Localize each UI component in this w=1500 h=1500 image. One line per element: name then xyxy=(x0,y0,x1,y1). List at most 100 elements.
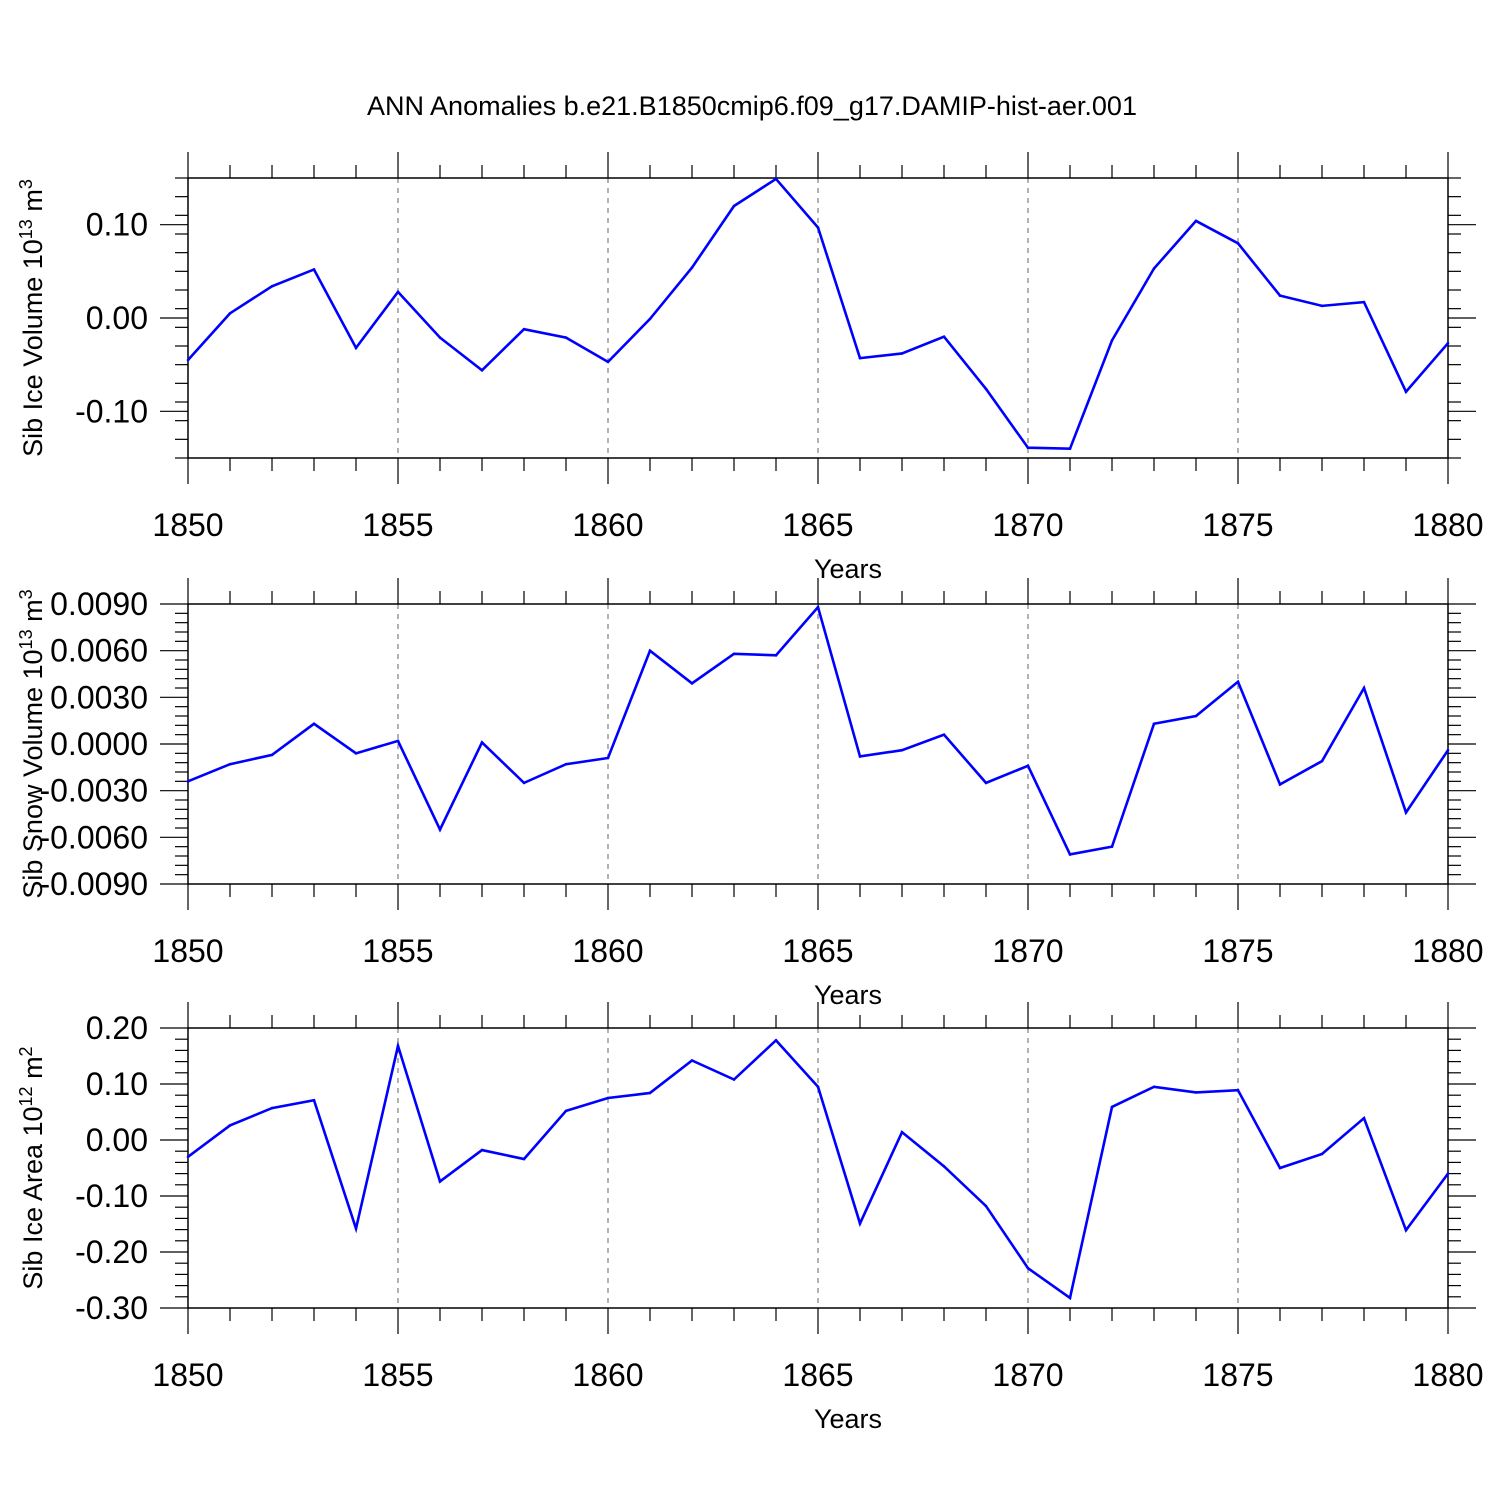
data-point xyxy=(1110,845,1114,848)
data-point xyxy=(396,739,400,743)
x-tick-label: 1850 xyxy=(152,933,223,969)
data-point xyxy=(1152,1085,1156,1089)
data-point xyxy=(774,654,778,657)
data-point xyxy=(438,828,442,831)
data-point xyxy=(816,226,820,229)
x-tick-label: 1865 xyxy=(782,507,853,543)
data-point xyxy=(564,1109,568,1113)
x-tick-label: 1865 xyxy=(782,933,853,969)
data-point xyxy=(732,652,736,656)
data-point xyxy=(270,284,274,288)
data-point xyxy=(774,1039,778,1042)
data-point xyxy=(1152,267,1156,270)
y-tick-label: 0.0030 xyxy=(50,679,148,715)
y-tick-label: 0.20 xyxy=(86,1010,148,1046)
y-tick-label: 0.00 xyxy=(86,1122,148,1158)
panel-2: -0.0090 -0.0060 -0.0030 0.0000 0.0030 0.0060 0… xyxy=(16,578,1484,1010)
x-tick-label: 1870 xyxy=(992,1357,1063,1393)
data-point xyxy=(942,733,946,736)
data-point xyxy=(1236,1088,1240,1092)
data-point xyxy=(1194,1091,1198,1094)
data-point xyxy=(1320,759,1324,763)
x-tick-label: 1855 xyxy=(362,507,433,543)
y-axis-title-unit: m xyxy=(18,1056,48,1086)
data-point xyxy=(690,682,694,685)
data-point xyxy=(1068,1296,1072,1300)
data-point xyxy=(984,781,988,785)
data-point xyxy=(396,1044,400,1048)
y-axis-title: Sib Ice Volume 1013 m3 xyxy=(16,179,48,457)
y-axis-title-exponent: 13 xyxy=(16,219,36,239)
data-point xyxy=(858,755,862,758)
data-point xyxy=(564,336,568,339)
x-tick-label: 1860 xyxy=(572,1357,643,1393)
data-point xyxy=(1404,390,1408,394)
data-point xyxy=(942,1165,946,1168)
x-tick-label: 1875 xyxy=(1202,1357,1273,1393)
x-tick-label: 1880 xyxy=(1412,933,1483,969)
x-tick-label: 1880 xyxy=(1412,1357,1483,1393)
x-tick-label: 1870 xyxy=(992,933,1063,969)
data-point xyxy=(732,204,736,208)
data-point xyxy=(438,336,442,339)
data-point xyxy=(1026,1266,1030,1270)
y-tick-label: 0.0000 xyxy=(50,726,148,762)
x-tick-label: 1875 xyxy=(1202,933,1273,969)
x-tick-label: 1870 xyxy=(992,507,1063,543)
data-point xyxy=(270,753,274,757)
y-tick-label: 0.00 xyxy=(86,300,148,336)
data-point xyxy=(900,748,904,752)
data-point xyxy=(1026,764,1030,768)
data-point xyxy=(1278,1166,1282,1170)
data-point xyxy=(774,177,778,181)
data-point xyxy=(480,1148,484,1152)
data-point xyxy=(1446,748,1450,752)
y-axis-title: Sib Ice Area 1012 m2 xyxy=(16,1046,48,1289)
data-point xyxy=(186,1155,190,1159)
y-axis-title-exponent: 12 xyxy=(16,1086,36,1106)
y-axis-title-text: Sib Snow Volume 10 xyxy=(18,649,48,898)
x-tick-label: 1880 xyxy=(1412,507,1483,543)
data-point xyxy=(1194,219,1198,223)
data-point xyxy=(270,1106,274,1110)
data-point xyxy=(858,356,862,360)
y-axis-title-unit-exponent: 2 xyxy=(16,1046,36,1056)
panel-1: -0.10 0.00 0.10 1850 1855 1860 1865 1870 1875 188… xyxy=(16,152,1484,584)
chart-title: ANN Anomalies b.e21.B1850cmip6.f09_g17.D… xyxy=(367,91,1137,121)
data-point xyxy=(1320,304,1324,308)
data-point xyxy=(606,1096,610,1100)
data-point xyxy=(1404,1228,1408,1232)
data-point xyxy=(1194,714,1198,718)
data-point xyxy=(1110,339,1114,342)
x-tick-label: 1850 xyxy=(152,1357,223,1393)
data-point xyxy=(1236,242,1240,245)
x-tick-label: 1865 xyxy=(782,1357,853,1393)
data-point xyxy=(312,722,316,726)
y-tick-label: 0.0090 xyxy=(50,586,148,622)
data-point xyxy=(312,268,316,271)
y-tick-label: -0.20 xyxy=(75,1234,148,1270)
y-tick-label: -0.10 xyxy=(75,1178,148,1214)
y-axis-title-text: Sib Ice Volume 10 xyxy=(18,239,48,457)
data-point xyxy=(1026,446,1030,450)
data-point xyxy=(354,346,358,350)
y-tick-label: -0.0060 xyxy=(39,819,148,855)
y-axis-title: Sib Snow Volume 1013 m3 xyxy=(16,589,48,898)
y-tick-label: 0.10 xyxy=(86,1066,148,1102)
x-tick-label: 1860 xyxy=(572,507,643,543)
data-point xyxy=(564,762,568,766)
data-point xyxy=(648,317,652,321)
y-axis-title-unit: m xyxy=(18,189,48,219)
panel-3: -0.30 -0.20 -0.10 0.00 0.10 0.20 1850 1855 1860 1… xyxy=(16,1002,1484,1434)
y-tick-label: -0.0030 xyxy=(39,773,148,809)
x-axis-title: Years xyxy=(814,980,882,1010)
data-point xyxy=(1068,447,1072,450)
data-point xyxy=(1278,783,1282,786)
y-axis-title-unit: m xyxy=(18,599,48,629)
data-point xyxy=(606,756,610,760)
y-tick-label: -0.10 xyxy=(75,393,148,429)
x-tick-label: 1855 xyxy=(362,1357,433,1393)
data-point xyxy=(1236,680,1240,684)
data-point xyxy=(732,1078,736,1081)
